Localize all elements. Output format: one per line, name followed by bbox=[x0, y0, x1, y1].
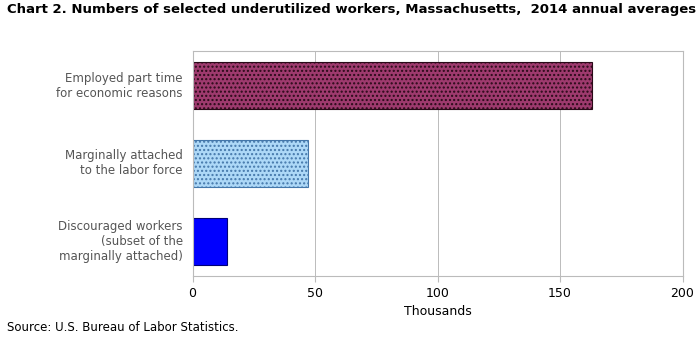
Bar bbox=[193, 218, 227, 265]
Text: Source: U.S. Bureau of Labor Statistics.: Source: U.S. Bureau of Labor Statistics. bbox=[7, 320, 239, 334]
X-axis label: Thousands: Thousands bbox=[404, 305, 471, 318]
Bar bbox=[193, 62, 592, 109]
Bar bbox=[193, 140, 308, 187]
Text: Chart 2. Numbers of selected underutilized workers, Massachusetts,  2014 annual : Chart 2. Numbers of selected underutiliz… bbox=[7, 3, 696, 17]
